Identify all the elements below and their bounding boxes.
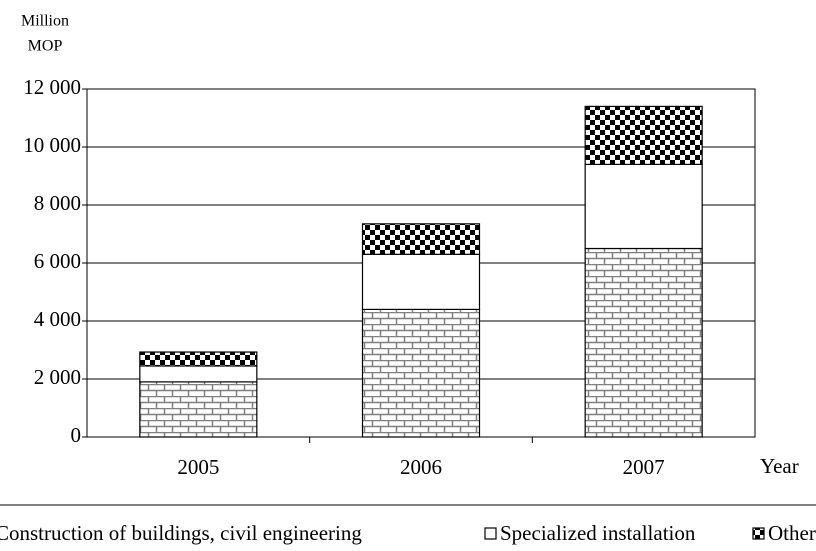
legend-label: Construction of buildings, civil enginee… bbox=[0, 521, 362, 545]
bar-segment bbox=[361, 253, 481, 311]
y-tick-label: 0 bbox=[71, 423, 82, 447]
legend-label: Others bbox=[768, 521, 816, 545]
y-tick-label: 8 000 bbox=[34, 191, 81, 215]
bar-segment bbox=[139, 351, 258, 367]
bar-segment bbox=[361, 223, 481, 255]
x-axis-label: Year bbox=[760, 454, 799, 478]
x-tick-label: 2007 bbox=[623, 455, 665, 479]
bar-segment bbox=[139, 365, 258, 383]
x-tick-label: 2006 bbox=[400, 455, 442, 479]
y-tick-label: 2 000 bbox=[34, 365, 81, 389]
bar-segment bbox=[139, 381, 258, 438]
y-tick-label: 12 000 bbox=[23, 75, 81, 99]
x-tick-label: 2005 bbox=[177, 455, 219, 479]
bar-segment bbox=[584, 105, 703, 166]
legend-swatch bbox=[484, 527, 497, 540]
legend-label: Specialized installation bbox=[500, 521, 696, 545]
legend-swatch bbox=[752, 527, 765, 540]
bar-segment bbox=[584, 163, 703, 250]
bar-segment bbox=[584, 247, 703, 438]
y-axis-label: Million bbox=[21, 13, 69, 30]
bar-segment bbox=[361, 308, 481, 438]
y-tick-label: 10 000 bbox=[23, 133, 81, 157]
y-tick-label: 4 000 bbox=[34, 307, 81, 331]
y-tick-label: 6 000 bbox=[34, 249, 81, 273]
y-axis-label: MOP bbox=[28, 38, 63, 55]
